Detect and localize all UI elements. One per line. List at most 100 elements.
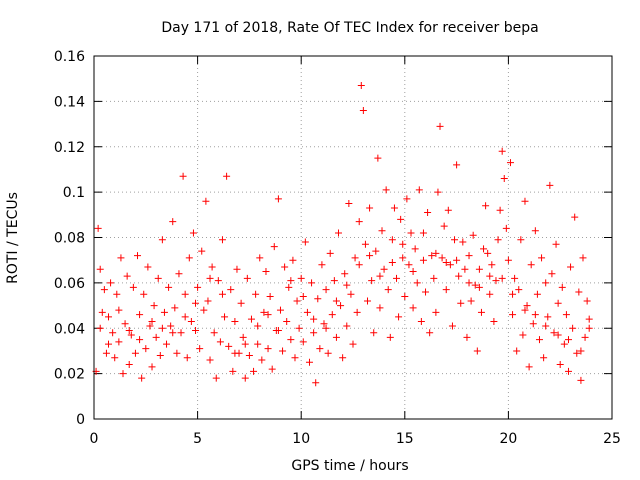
data-point	[127, 331, 135, 339]
data-point	[390, 204, 398, 212]
data-point	[295, 324, 303, 332]
data-point	[500, 175, 508, 183]
data-point	[187, 317, 195, 325]
data-point	[517, 236, 525, 244]
data-point	[245, 351, 253, 359]
chart-title: Day 171 of 2018, Rate Of TEC Index for r…	[161, 20, 538, 36]
data-point	[194, 283, 202, 291]
data-point	[140, 290, 148, 298]
data-point	[341, 270, 349, 278]
data-point	[432, 249, 440, 257]
y-tick-label: 0.1	[63, 185, 85, 201]
data-point	[258, 356, 266, 364]
data-point	[558, 283, 566, 291]
data-point	[134, 252, 142, 260]
data-point	[579, 254, 587, 262]
data-point	[525, 363, 533, 371]
data-point	[310, 329, 318, 337]
data-point	[542, 279, 550, 287]
data-point	[521, 197, 529, 205]
data-point	[357, 81, 365, 89]
data-point	[581, 333, 589, 341]
data-point	[446, 261, 454, 269]
data-point	[432, 308, 440, 316]
data-point	[471, 281, 479, 289]
data-point	[440, 222, 448, 230]
data-point	[98, 308, 106, 316]
data-point	[115, 338, 123, 346]
data-point	[276, 306, 284, 314]
data-point	[575, 288, 583, 296]
data-point	[247, 315, 255, 323]
data-point	[102, 349, 110, 357]
data-point	[364, 297, 372, 305]
data-point	[486, 272, 494, 280]
data-point	[550, 329, 558, 337]
data-point	[401, 292, 409, 300]
data-point	[121, 320, 129, 328]
data-point	[339, 354, 347, 362]
data-point	[382, 186, 390, 194]
data-point	[442, 258, 450, 266]
data-point	[554, 299, 562, 307]
data-point	[94, 224, 102, 232]
data-point	[482, 202, 490, 210]
data-point	[409, 304, 417, 312]
data-point	[376, 272, 384, 280]
data-point	[488, 261, 496, 269]
data-point	[564, 367, 572, 375]
data-point	[322, 286, 330, 294]
data-point	[343, 281, 351, 289]
data-point	[343, 322, 351, 330]
data-point	[291, 354, 299, 362]
data-point	[150, 302, 158, 310]
data-point	[370, 329, 378, 337]
data-point	[366, 204, 374, 212]
plot-frame	[93, 55, 613, 420]
data-point	[158, 324, 166, 332]
data-point	[196, 345, 204, 353]
data-point	[293, 297, 301, 305]
data-point	[314, 295, 322, 303]
data-point	[136, 336, 144, 344]
data-point	[281, 263, 289, 271]
data-point	[519, 331, 527, 339]
data-point	[372, 247, 380, 255]
data-point	[119, 370, 127, 378]
data-point	[366, 252, 374, 260]
data-point	[455, 272, 463, 280]
data-point	[562, 311, 570, 319]
data-point	[163, 340, 171, 348]
data-point	[453, 256, 461, 264]
data-point	[123, 272, 131, 280]
data-point	[405, 261, 413, 269]
data-point	[533, 290, 541, 298]
data-point	[332, 297, 340, 305]
data-point	[264, 311, 272, 319]
data-point	[564, 336, 572, 344]
data-point	[527, 261, 535, 269]
data-point	[239, 333, 247, 341]
data-point	[511, 274, 519, 282]
data-point	[504, 256, 512, 264]
data-point	[451, 236, 459, 244]
data-point	[473, 347, 481, 355]
data-point	[324, 349, 332, 357]
data-point	[192, 327, 200, 335]
data-point	[136, 311, 144, 319]
data-point	[448, 322, 456, 330]
data-point	[494, 236, 502, 244]
data-point	[310, 315, 318, 323]
data-point	[384, 286, 392, 294]
data-point	[538, 254, 546, 262]
data-point	[355, 261, 363, 269]
data-point	[250, 367, 258, 375]
data-point	[125, 327, 133, 335]
data-point	[299, 292, 307, 300]
data-point	[399, 254, 407, 262]
data-point	[158, 236, 166, 244]
x-tick-label: 10	[292, 431, 310, 447]
data-point	[274, 327, 282, 335]
data-point	[521, 306, 529, 314]
